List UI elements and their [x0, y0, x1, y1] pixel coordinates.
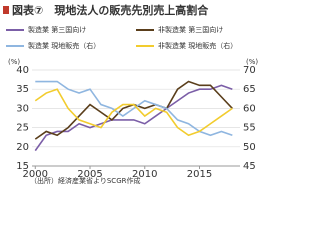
title-bullet: [3, 6, 9, 14]
chart: 図表⑦ 現地法人の販売先別売上高割合 (%) (%) （出所）経済産業省よりSC…: [3, 3, 258, 185]
legend-label: 製造業 現地販売（右）: [28, 41, 100, 50]
y2-tick-label: 70: [243, 65, 256, 76]
y-axis-label: (%): [8, 58, 20, 66]
y2-tick-label: 45: [243, 161, 256, 172]
y2-tick-label: 60: [243, 103, 256, 114]
y2-tick-label: 65: [243, 84, 256, 95]
source: （出所）経済産業省よりSCGR作成: [30, 176, 140, 185]
legend-label: 製造業 第三国向け: [28, 25, 86, 34]
series-line: [34, 88, 233, 137]
y-tick-label: 25: [16, 123, 29, 134]
y-tick-label: 40: [16, 65, 29, 76]
series-line: [34, 84, 233, 152]
x-tick-label: 2015: [187, 169, 212, 180]
y-tick-label: 15: [16, 161, 29, 172]
y2-tick-label: 55: [243, 123, 256, 134]
y2-axis-label: (%): [246, 58, 258, 66]
y2-tick-label: 50: [243, 142, 256, 153]
legend-label: 非製造業 現地販売（右）: [158, 41, 237, 50]
x-tick-label: 2010: [132, 169, 157, 180]
series-line: [34, 80, 233, 140]
y-tick-label: 20: [16, 142, 29, 153]
legend-label: 非製造業 第三国向け: [158, 25, 223, 34]
y-tick-label: 35: [16, 84, 29, 95]
x-tick-label: 2000: [23, 169, 48, 180]
chart-title: 図表⑦ 現地法人の販売先別売上高割合: [12, 3, 209, 17]
x-tick-label: 2005: [77, 169, 102, 180]
y-tick-label: 30: [16, 103, 29, 114]
